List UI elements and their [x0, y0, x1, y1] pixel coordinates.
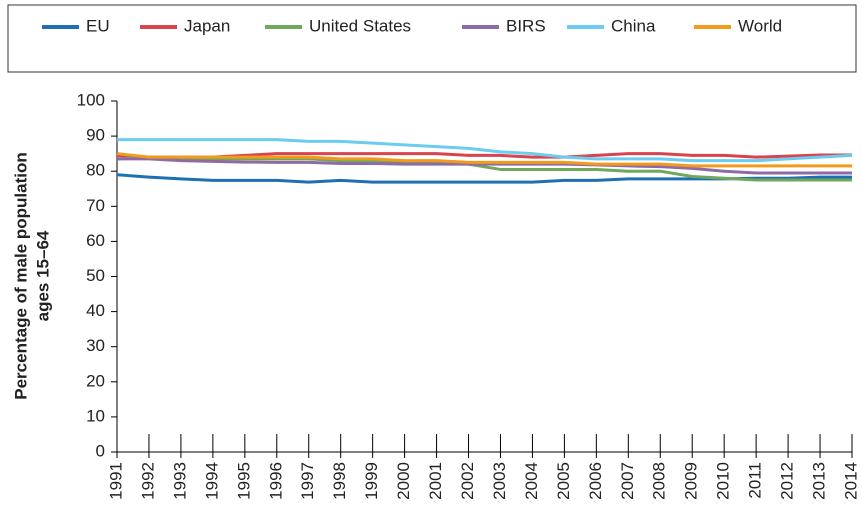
legend-label: China	[611, 16, 656, 35]
x-tick-label: 1999	[362, 462, 381, 500]
legend-label: EU	[86, 16, 110, 35]
x-tick-label: 1998	[330, 462, 349, 500]
series-line	[116, 152, 852, 168]
y-axis-label: ages 15–64	[33, 230, 52, 321]
x-tick-label: 2001	[426, 462, 445, 500]
y-axis-label: Percentage of male population	[11, 152, 30, 400]
x-tick-label: 1992	[138, 462, 157, 500]
x-tick-label: 2007	[618, 462, 637, 500]
legend-label: United States	[309, 16, 411, 35]
y-tick-label: 80	[86, 161, 105, 180]
x-tick-label: 1995	[234, 462, 253, 500]
x-tick-label: 2003	[490, 462, 509, 500]
x-tick-label: 2000	[394, 462, 413, 500]
x-tick-label: 1996	[266, 462, 285, 500]
legend-box	[7, 4, 857, 73]
y-tick-label: 40	[86, 301, 105, 320]
x-tick-label: 2013	[810, 462, 829, 500]
legend-label: Japan	[184, 16, 230, 35]
x-tick-label: 2012	[778, 462, 797, 500]
x-tick-label: 2004	[522, 462, 541, 500]
x-tick-label: 2009	[682, 462, 701, 500]
series-line	[117, 157, 852, 175]
series-line	[117, 138, 853, 163]
x-tick-label: 1993	[170, 462, 189, 500]
x-tick-label: 1994	[202, 462, 221, 500]
y-tick-label: 100	[77, 90, 105, 109]
y-tick-label: 10	[86, 406, 105, 425]
x-tick-label: 2014	[841, 462, 860, 500]
legend-label: World	[738, 16, 782, 35]
x-tick-label: 1991	[106, 462, 125, 500]
x-tick-label: 2006	[586, 462, 605, 500]
series-line	[116, 155, 852, 182]
y-tick-label: 70	[86, 196, 105, 215]
legend-label: BIRS	[506, 16, 546, 35]
y-tick-label: 20	[86, 371, 105, 390]
y-tick-label: 90	[86, 126, 105, 145]
x-tick-label: 2005	[554, 462, 573, 500]
x-tick-label: 2011	[746, 462, 765, 499]
y-tick-label: 30	[86, 336, 105, 355]
y-tick-label: 60	[86, 231, 105, 250]
x-tick-label: 2002	[458, 462, 477, 500]
x-tick-label: 1997	[298, 462, 317, 500]
x-tick-label: 2010	[714, 462, 733, 500]
y-tick-label: 0	[96, 441, 105, 460]
y-tick-label: 50	[86, 266, 105, 285]
x-tick-label: 2008	[650, 462, 669, 500]
